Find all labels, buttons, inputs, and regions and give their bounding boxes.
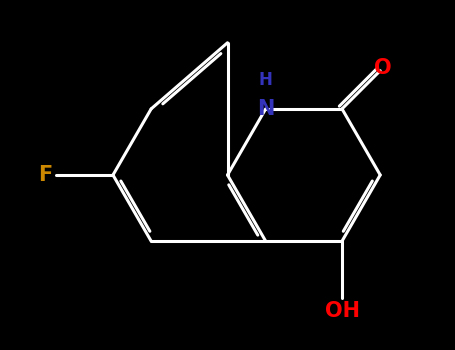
- Text: O: O: [374, 58, 392, 78]
- Text: OH: OH: [324, 301, 359, 321]
- Text: N: N: [257, 99, 274, 119]
- Text: H: H: [259, 71, 273, 89]
- Text: F: F: [39, 165, 53, 185]
